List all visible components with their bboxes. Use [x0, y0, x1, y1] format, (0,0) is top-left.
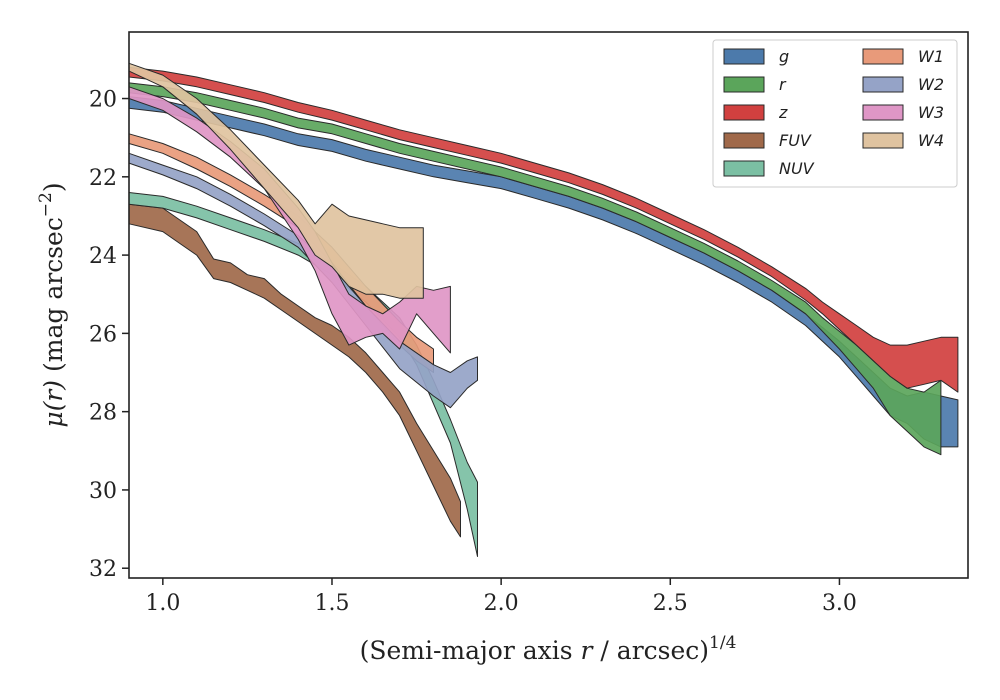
legend-label-nuv: NUV [779, 159, 815, 178]
legend-label-w2: W2 [918, 75, 944, 94]
y-axis-label-unit: (mag arcsec [39, 217, 68, 380]
legend-label-g: g [779, 47, 789, 66]
y-axis-label-exponent: −2 [36, 192, 56, 217]
x-tick-label: 2.0 [484, 591, 519, 616]
legend-swatch-r [723, 76, 765, 93]
legend-swatch-z [723, 104, 765, 121]
band-r [128, 82, 942, 456]
band-g [128, 96, 959, 448]
legend-swatch-g [723, 48, 765, 65]
y-tick-label: 32 [89, 557, 117, 582]
y-tick-label: 28 [89, 401, 117, 426]
y-tick-label: 26 [89, 322, 117, 347]
legend-label-fuv: FUV [779, 131, 812, 150]
legend-swatch-nuv [723, 160, 765, 177]
band-w4 [128, 62, 424, 299]
legend-label-w3: W3 [918, 103, 944, 122]
band-fuv [128, 203, 461, 538]
legend-swatch-w4 [862, 132, 904, 149]
legend-label-r: r [779, 75, 787, 94]
x-axis-ticks: 1.0 1.5 2.0 2.5 3.0 [145, 578, 857, 616]
legend-swatch-fuv [723, 132, 765, 149]
y-tick-label: 20 [89, 88, 117, 113]
x-tick-label: 1.0 [145, 591, 180, 616]
legend-label-w1: W1 [918, 47, 944, 66]
plot-frame [128, 31, 969, 579]
legend: grz FUV NUV W1 W2 W3 W4 [712, 39, 958, 188]
x-tick-label: 1.5 [314, 591, 349, 616]
x-axis-label: (Semi-major axis r / arcsec)1/4 [360, 633, 737, 665]
band-z [128, 66, 959, 393]
y-tick-label: 22 [89, 166, 117, 191]
x-tick-label: 2.5 [653, 591, 688, 616]
legend-label-w4: W4 [918, 131, 944, 150]
y-axis-label-close: ) [39, 182, 68, 192]
y-tick-label: 24 [89, 244, 117, 269]
legend-label-z: z [778, 103, 788, 122]
x-axis-label-var: r [581, 636, 595, 665]
x-axis-label-exponent: 1/4 [709, 633, 736, 653]
y-axis-label: μ(r) (mag arcsec−2) [36, 182, 68, 427]
y-axis-ticks: 20 22 24 26 28 30 32 [89, 88, 129, 582]
x-axis-label-prefix: (Semi-major axis [360, 636, 581, 665]
y-axis-label-mu: μ(r) [39, 380, 68, 428]
y-tick-label: 30 [89, 479, 117, 504]
x-tick-label: 3.0 [822, 591, 857, 616]
legend-swatch-w2 [862, 76, 904, 93]
legend-swatch-w3 [862, 104, 904, 121]
legend-items: grz FUV NUV W1 W2 W3 W4 [723, 47, 944, 178]
legend-swatch-w1 [862, 48, 904, 65]
x-axis-label-unit: / arcsec) [592, 636, 709, 665]
profile-bands [128, 62, 959, 557]
band-w2 [128, 152, 478, 409]
